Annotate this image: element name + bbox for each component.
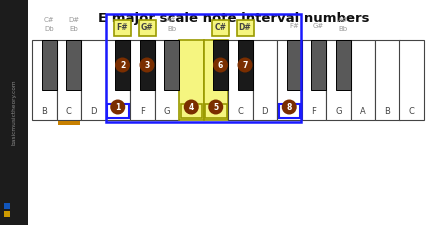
Circle shape bbox=[213, 58, 228, 72]
Text: 5: 5 bbox=[213, 103, 218, 112]
Bar bbox=[277, 40, 301, 120]
Bar bbox=[205, 104, 227, 118]
Bar bbox=[115, 40, 130, 90]
Bar bbox=[114, 20, 131, 36]
Text: 1: 1 bbox=[115, 103, 121, 112]
Text: C#: C# bbox=[215, 23, 227, 32]
Bar bbox=[4, 211, 10, 217]
Bar bbox=[139, 20, 155, 36]
Text: C: C bbox=[237, 106, 243, 115]
Bar bbox=[179, 40, 203, 120]
Text: 3: 3 bbox=[144, 61, 150, 70]
Text: F#: F# bbox=[289, 23, 299, 29]
Bar bbox=[253, 40, 277, 120]
Bar bbox=[301, 40, 326, 120]
Bar bbox=[56, 40, 81, 120]
Bar bbox=[237, 20, 253, 36]
Text: G#: G# bbox=[141, 23, 153, 32]
Text: E: E bbox=[115, 106, 121, 115]
Bar bbox=[326, 40, 351, 120]
Text: F: F bbox=[312, 106, 316, 115]
Bar bbox=[139, 40, 154, 90]
Bar bbox=[164, 40, 179, 90]
Text: Bb: Bb bbox=[338, 26, 348, 32]
Bar bbox=[279, 104, 300, 118]
Text: A#: A# bbox=[337, 17, 348, 23]
Text: B: B bbox=[41, 106, 47, 115]
Text: G#: G# bbox=[313, 23, 324, 29]
Circle shape bbox=[208, 99, 223, 115]
Bar bbox=[0, 0, 28, 225]
Bar bbox=[203, 40, 228, 120]
Text: 2: 2 bbox=[120, 61, 125, 70]
Bar bbox=[154, 40, 179, 120]
Text: 7: 7 bbox=[242, 61, 248, 70]
Text: E: E bbox=[286, 106, 292, 115]
Text: D: D bbox=[261, 106, 268, 115]
Text: E major scale note interval numbers: E major scale note interval numbers bbox=[98, 12, 370, 25]
Bar bbox=[32, 40, 56, 120]
Text: 6: 6 bbox=[218, 61, 223, 70]
Circle shape bbox=[139, 58, 154, 72]
Bar bbox=[375, 40, 400, 120]
Text: B: B bbox=[213, 106, 219, 115]
Bar bbox=[311, 40, 326, 90]
Text: G: G bbox=[335, 106, 341, 115]
Text: A: A bbox=[360, 106, 366, 115]
Text: C: C bbox=[66, 106, 72, 115]
Bar bbox=[130, 40, 154, 120]
Bar bbox=[106, 40, 130, 120]
Bar bbox=[335, 40, 351, 90]
Bar bbox=[58, 121, 80, 125]
Bar bbox=[106, 14, 301, 122]
Circle shape bbox=[238, 58, 253, 72]
Circle shape bbox=[110, 99, 125, 115]
Text: G: G bbox=[164, 106, 170, 115]
Bar bbox=[4, 203, 10, 209]
Text: Eb: Eb bbox=[69, 26, 78, 32]
Bar bbox=[351, 40, 375, 120]
Text: 8: 8 bbox=[286, 103, 292, 112]
Text: A#: A# bbox=[166, 17, 177, 23]
Text: Bb: Bb bbox=[167, 26, 176, 32]
Bar bbox=[180, 104, 202, 118]
Bar bbox=[286, 40, 301, 90]
Circle shape bbox=[115, 58, 130, 72]
Bar bbox=[213, 40, 228, 90]
Text: D#: D# bbox=[68, 17, 79, 23]
Bar bbox=[41, 40, 56, 90]
Text: B: B bbox=[384, 106, 390, 115]
Bar bbox=[238, 40, 253, 90]
Text: 4: 4 bbox=[189, 103, 194, 112]
Bar bbox=[212, 20, 229, 36]
Circle shape bbox=[282, 99, 297, 115]
Text: F: F bbox=[140, 106, 145, 115]
Text: F#: F# bbox=[117, 23, 128, 32]
Bar bbox=[400, 40, 424, 120]
Circle shape bbox=[184, 99, 199, 115]
Text: C: C bbox=[409, 106, 414, 115]
Bar bbox=[66, 40, 81, 90]
Bar bbox=[81, 40, 106, 120]
Text: basicmusictheory.com: basicmusictheory.com bbox=[11, 80, 17, 145]
Bar bbox=[107, 104, 128, 118]
Text: A: A bbox=[188, 106, 194, 115]
Text: C#: C# bbox=[44, 17, 54, 23]
Text: D#: D# bbox=[238, 23, 251, 32]
Text: Db: Db bbox=[44, 26, 54, 32]
Text: D: D bbox=[90, 106, 96, 115]
Bar bbox=[228, 40, 253, 120]
